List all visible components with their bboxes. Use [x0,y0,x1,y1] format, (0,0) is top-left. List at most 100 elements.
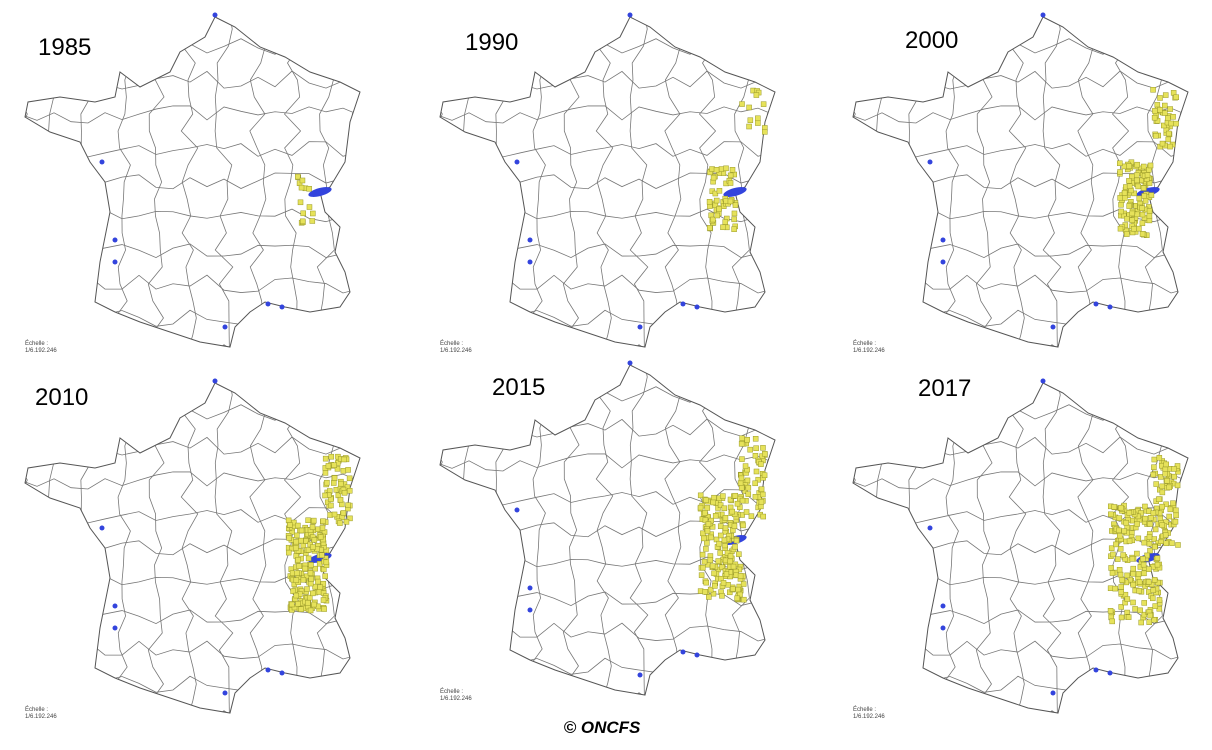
presence-square [734,500,741,507]
presence-square [310,517,317,524]
presence-square [1153,481,1159,487]
presence-square [298,527,305,534]
presence-square [1124,231,1130,237]
presence-square [739,435,745,442]
water-spot [265,667,271,673]
presence-square [1144,552,1150,559]
presence-square [1121,190,1128,196]
presence-square [1130,599,1136,606]
department-border [440,365,775,367]
water-spot [1040,12,1046,18]
presence-square [293,592,300,599]
presence-square [739,101,745,107]
presence-square [305,600,311,606]
presence-square [328,502,334,509]
presence-square [1150,471,1157,478]
presence-square [747,117,754,123]
presence-square [732,492,739,499]
presence-square [331,462,337,468]
presence-square [324,499,331,506]
department-border [1042,17,1062,347]
water-spot [927,525,933,531]
presence-square [1136,225,1142,232]
presence-square [1141,600,1147,606]
presence-square [337,480,344,487]
presence-square [1154,118,1161,124]
department-border [44,17,63,347]
presence-square [1175,542,1181,548]
department-border [562,365,580,695]
presence-square [298,537,304,544]
presence-square [762,129,768,135]
presence-square [1173,512,1179,519]
presence-square [1162,92,1169,98]
presence-square [701,558,708,565]
department-border [459,365,478,695]
presence-square [753,468,760,475]
scale-label: Échelle : [25,340,48,347]
presence-square [752,494,759,500]
presence-square [1135,535,1142,542]
department-border [529,365,547,695]
department-border [975,17,993,347]
map-panel: Échelle :1/6.192.246 [852,378,1189,720]
department-border [1077,17,1096,347]
scale-value: 1/6.192.246 [25,714,57,720]
presence-square [292,545,299,551]
presence-square [1144,172,1151,178]
presence-square [753,445,759,451]
presence-square [1107,585,1114,592]
presence-square [1173,94,1179,100]
presence-square [340,510,347,516]
department-border [316,17,335,347]
department-border [595,17,614,347]
presence-square [735,586,741,593]
water-spot [527,585,533,591]
presence-square [308,576,315,582]
presence-square [1170,500,1176,506]
presence-square [1130,581,1137,588]
water-spot [112,237,118,243]
presence-square [1134,172,1140,178]
presence-square [1152,108,1158,114]
year-label: 1985 [38,34,91,61]
map-panel: Échelle :1/6.192.246 [852,12,1189,354]
presence-square [1147,547,1153,554]
water-spot [637,672,643,678]
presence-square [1146,566,1152,572]
presence-square [729,167,736,173]
water-spot [265,301,271,307]
presence-square [1165,115,1171,122]
department-border [147,383,165,713]
presence-square [1159,489,1166,496]
presence-square [721,537,728,544]
presence-square [1129,210,1135,217]
presence-square [1126,183,1133,190]
presence-square [1155,496,1162,502]
presence-square [716,540,722,547]
presence-square [1118,614,1125,621]
presence-square [702,589,708,595]
presence-square [299,177,306,184]
department-border [853,140,1188,158]
presence-square [306,185,312,192]
presence-square [731,523,738,529]
presence-square [320,580,327,587]
presence-square [744,436,750,443]
presence-square [1151,114,1158,121]
presence-square [731,210,738,217]
presence-square [758,486,765,492]
presence-square [307,607,314,614]
presence-square [1149,595,1156,602]
presence-square [1117,169,1123,175]
presence-square [700,564,706,571]
water-spot [680,649,686,655]
presence-square [699,551,706,558]
presence-square [738,441,745,447]
department-border [629,365,649,695]
presence-square [742,463,749,469]
presence-square [714,212,721,219]
presence-square [718,166,725,172]
france-outline [24,382,361,714]
presence-square [1167,106,1173,112]
